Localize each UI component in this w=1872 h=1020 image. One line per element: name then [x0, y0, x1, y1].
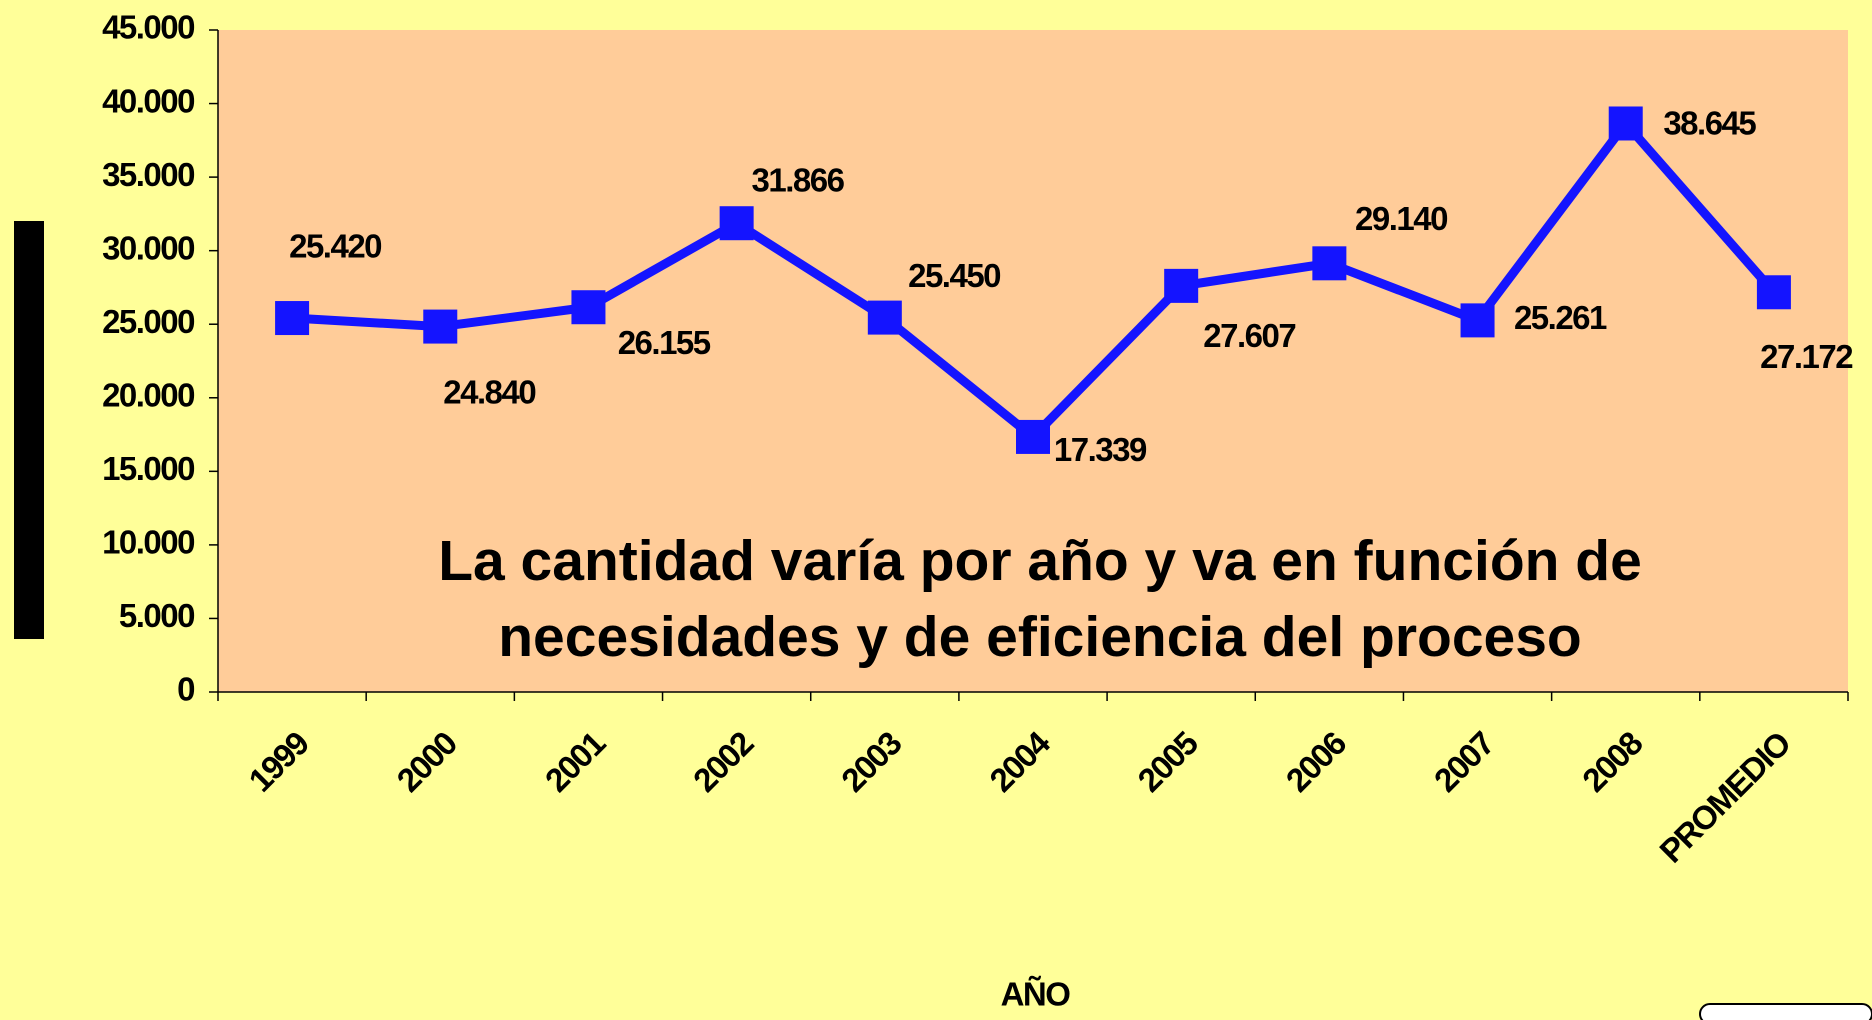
y-tick-label: 0 [177, 671, 194, 708]
data-label: 26.155 [618, 324, 711, 361]
data-label: 27.607 [1203, 317, 1295, 354]
y-tick-label: 20.000 [102, 376, 194, 413]
data-label: 25.420 [289, 228, 381, 265]
y-tick-label: 45.000 [102, 9, 194, 46]
logo [1699, 1003, 1872, 1020]
data-label: 25.450 [908, 257, 1000, 294]
y-tick-label: 5.000 [119, 597, 194, 634]
data-label: 27.172 [1760, 338, 1853, 375]
annotation: necesidades y de eficiencia del proceso [498, 605, 1582, 669]
marker [867, 300, 902, 335]
y-tick-label: 35.000 [102, 156, 194, 193]
marker [1460, 303, 1495, 338]
y-tick-label: 40.000 [102, 82, 194, 119]
annotation: La cantidad varía por año y va en funció… [438, 529, 1642, 593]
y-tick-label: 30.000 [102, 229, 194, 266]
obscured-y-label [14, 221, 44, 639]
data-label: 24.840 [443, 373, 535, 410]
marker [1312, 246, 1347, 281]
marker [571, 290, 606, 325]
data-label: 38.645 [1663, 105, 1756, 142]
data-label: 31.866 [752, 161, 845, 198]
marker [1016, 419, 1050, 454]
y-tick-label: 10.000 [102, 524, 194, 561]
y-tick-label: 15.000 [102, 450, 194, 487]
y-tick-label: 25.000 [102, 303, 194, 340]
data-label: 17.339 [1054, 431, 1147, 468]
marker [423, 309, 458, 344]
data-label: 29.140 [1355, 200, 1447, 237]
marker [275, 301, 310, 336]
marker [1164, 268, 1199, 303]
marker [1756, 275, 1791, 310]
x-axis-label: AÑO [1001, 976, 1071, 1013]
marker [1608, 106, 1643, 141]
plot-area [218, 30, 1848, 692]
data-label: 25.261 [1514, 299, 1607, 336]
marker [719, 206, 754, 241]
